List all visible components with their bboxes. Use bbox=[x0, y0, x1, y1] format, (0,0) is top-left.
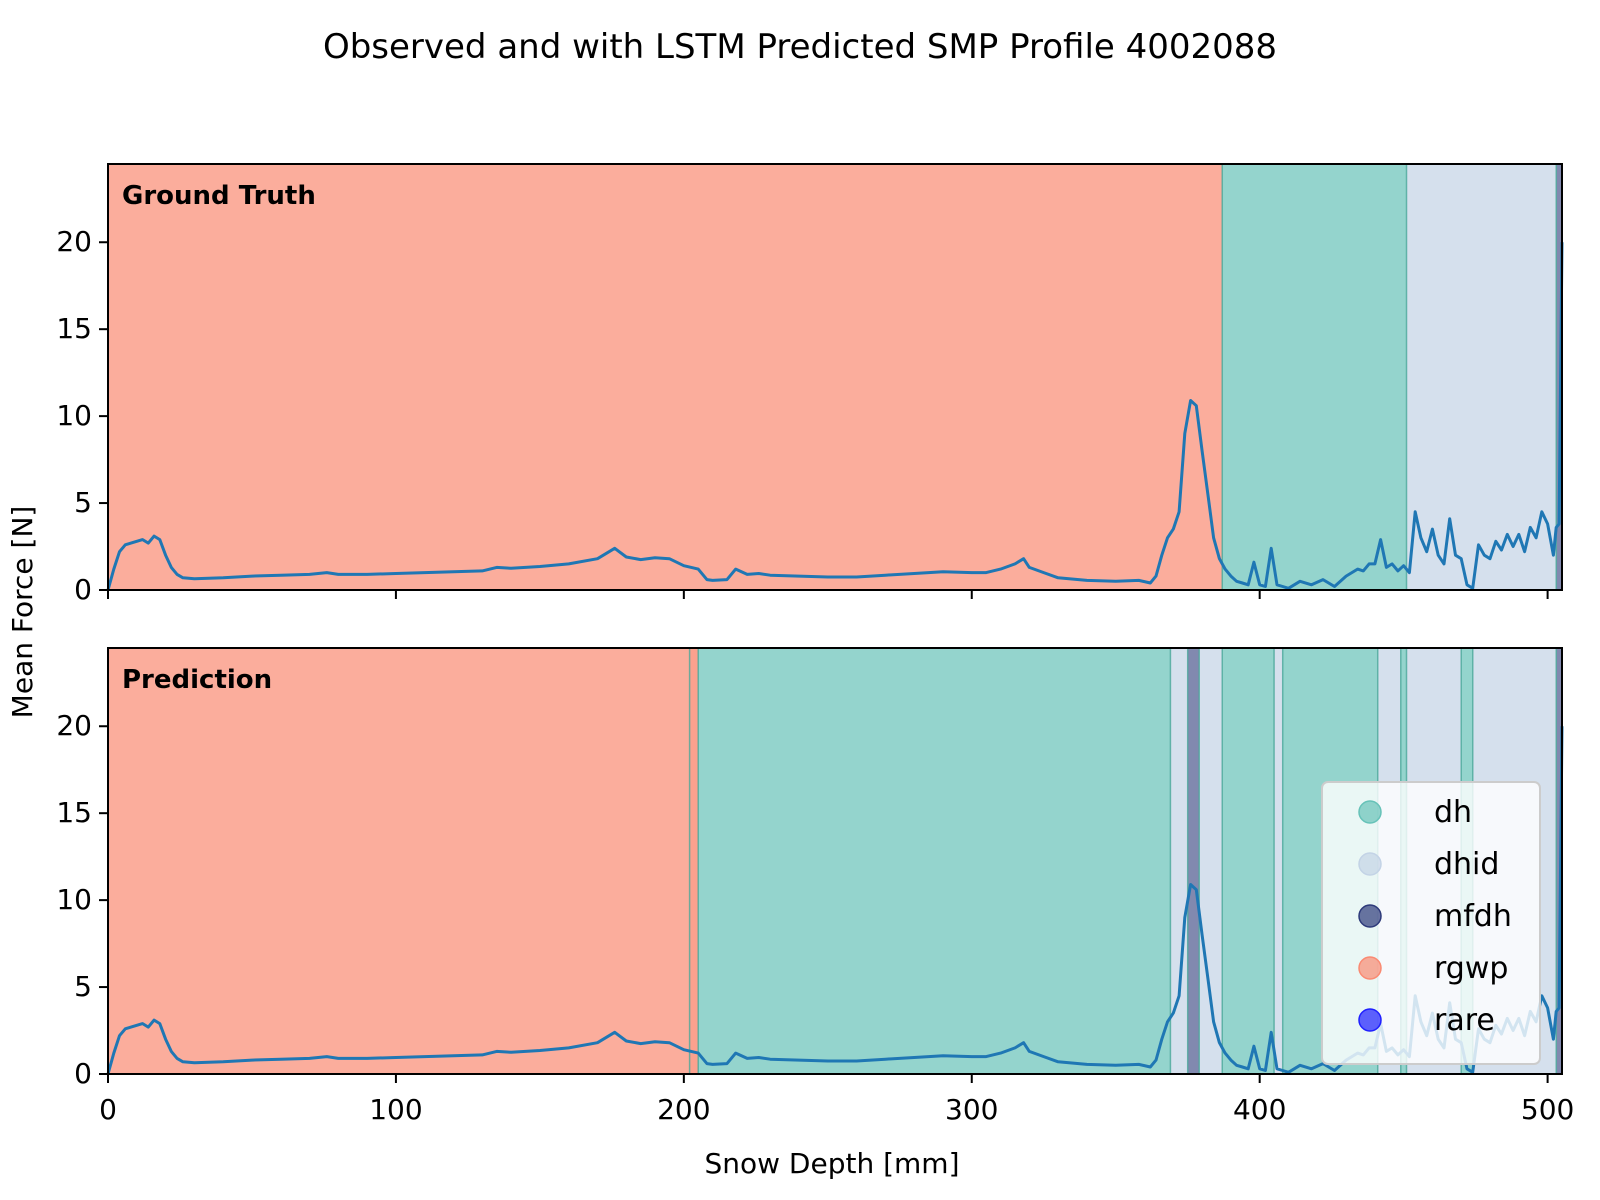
region-dhid-2 bbox=[1406, 164, 1557, 590]
legend-marker-rgwp bbox=[1358, 956, 1382, 980]
region-dh-1 bbox=[1222, 164, 1407, 590]
legend-label-rgwp: rgwp bbox=[1434, 951, 1508, 986]
region-dhid-3 bbox=[1170, 648, 1188, 1074]
y-tick-label: 10 bbox=[56, 883, 92, 916]
region-dhid-7 bbox=[1274, 648, 1283, 1074]
y-tick-label: 5 bbox=[74, 486, 92, 519]
region-dh-2 bbox=[698, 648, 1171, 1074]
legend-label-mfdh: mfdh bbox=[1434, 899, 1512, 934]
legend-label-rare: rare bbox=[1434, 1003, 1495, 1038]
x-tick-label: 100 bbox=[369, 1093, 422, 1126]
region-rgwp-0 bbox=[108, 164, 1223, 590]
x-tick-label: 0 bbox=[99, 1093, 117, 1126]
series-line-0 bbox=[106, 242, 1564, 591]
panel-ground-truth: 0 5 10 15 20 Ground Truth bbox=[56, 163, 1564, 606]
legend: dh dhid mfdh rgwp rare bbox=[1321, 781, 1541, 1065]
legend-marker-rare bbox=[1358, 1008, 1382, 1032]
legend-frame bbox=[1321, 781, 1541, 1065]
y-tick-label: 5 bbox=[74, 970, 92, 1003]
y-tick-label: 15 bbox=[56, 796, 92, 829]
region-mfdh-4 bbox=[1187, 648, 1200, 1074]
y-tick-label: 20 bbox=[56, 709, 92, 742]
y-axis-label: Mean Force [N] bbox=[6, 506, 39, 719]
panel-label: Prediction bbox=[122, 665, 272, 695]
y-tick-label: 0 bbox=[74, 573, 92, 606]
y-tick-label: 0 bbox=[74, 1057, 92, 1090]
x-axis-label: Snow Depth [mm] bbox=[704, 1147, 959, 1180]
region-rgwp-0 bbox=[108, 648, 690, 1074]
axes-frame bbox=[107, 163, 1563, 591]
x-tick-label: 200 bbox=[657, 1093, 710, 1126]
legend-label-dh: dh bbox=[1434, 795, 1472, 830]
axes-frame bbox=[107, 647, 1563, 1075]
x-tick-label: 500 bbox=[1521, 1093, 1574, 1126]
x-tick-label: 300 bbox=[945, 1093, 998, 1126]
y-tick-label: 15 bbox=[56, 312, 92, 345]
legend-marker-mfdh bbox=[1358, 904, 1382, 928]
region-rgwp_edge-1 bbox=[689, 648, 699, 1074]
y-tick-label: 20 bbox=[56, 225, 92, 258]
panel-label: Ground Truth bbox=[122, 181, 316, 211]
legend-marker-dhid bbox=[1358, 852, 1382, 876]
chart-title: Observed and with LSTM Predicted SMP Pro… bbox=[323, 27, 1277, 67]
x-tick-label: 400 bbox=[1233, 1093, 1286, 1126]
region-dh-6 bbox=[1222, 648, 1275, 1074]
legend-label-dhid: dhid bbox=[1434, 847, 1499, 882]
legend-marker-dh bbox=[1358, 800, 1382, 824]
y-tick-label: 10 bbox=[56, 399, 92, 432]
